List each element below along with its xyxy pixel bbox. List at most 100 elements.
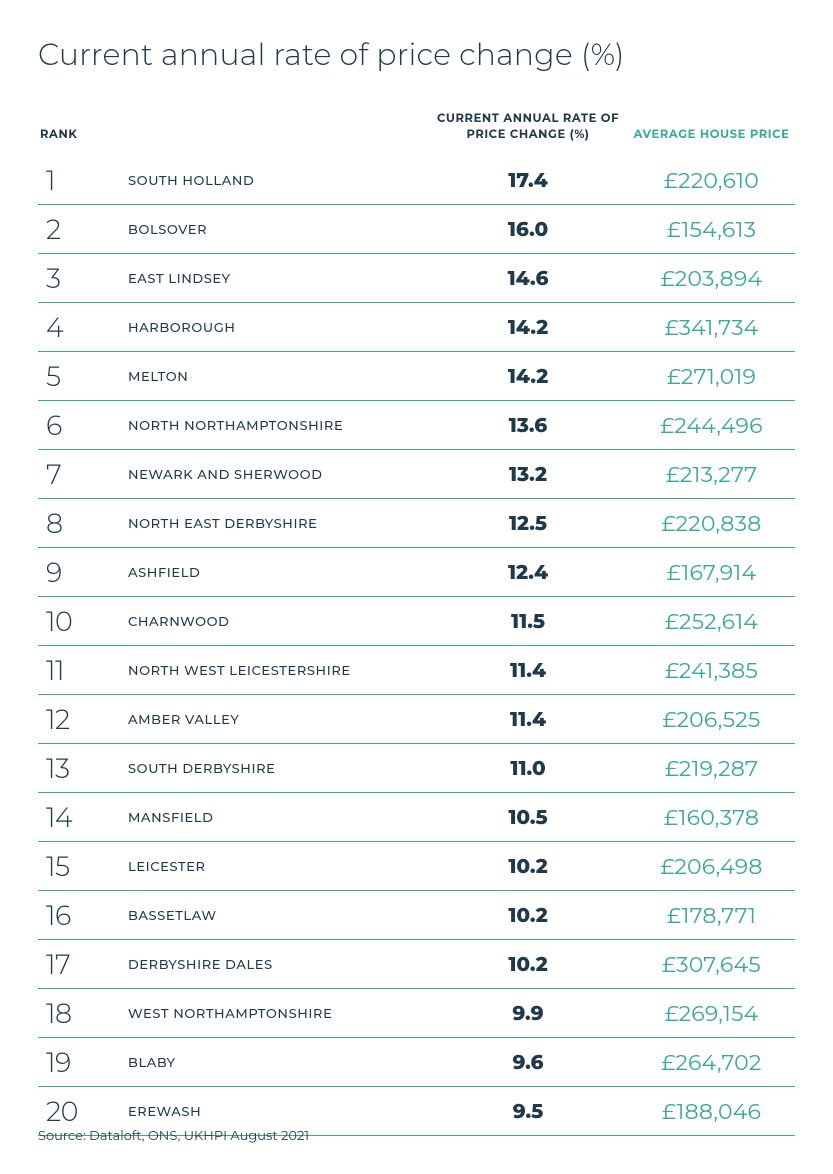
rank-cell: 15 [38,842,128,891]
area-cell: NORTH WEST LEICESTERSHIRE [128,646,428,695]
area-cell: WEST NORTHAMPTONSHIRE [128,989,428,1038]
table-row: 3EAST LINDSEY14.6£203,894 [38,254,795,303]
table-row: 19BLABY9.6£264,702 [38,1038,795,1087]
rank-cell: 2 [38,205,128,254]
rate-cell: 11.4 [428,695,628,744]
rank-cell: 9 [38,548,128,597]
rank-cell: 18 [38,989,128,1038]
page-title: Current annual rate of price change (%) [38,36,795,73]
rate-cell: 11.5 [428,597,628,646]
rank-cell: 1 [38,156,128,205]
price-cell: £160,378 [628,793,795,842]
price-cell: £219,287 [628,744,795,793]
rank-cell: 17 [38,940,128,989]
col-header-area [128,111,428,156]
rank-cell: 14 [38,793,128,842]
area-cell: BOLSOVER [128,205,428,254]
table-row: 14MANSFIELD10.5£160,378 [38,793,795,842]
rank-cell: 4 [38,303,128,352]
rate-cell: 10.2 [428,940,628,989]
area-cell: MANSFIELD [128,793,428,842]
table-row: 16BASSETLAW10.2£178,771 [38,891,795,940]
area-cell: DERBYSHIRE DALES [128,940,428,989]
table-row: 11NORTH WEST LEICESTERSHIRE11.4£241,385 [38,646,795,695]
table-row: 1SOUTH HOLLAND17.4£220,610 [38,156,795,205]
rate-cell: 9.6 [428,1038,628,1087]
rank-cell: 16 [38,891,128,940]
rate-cell: 14.6 [428,254,628,303]
rate-cell: 10.5 [428,793,628,842]
price-cell: £188,046 [628,1087,795,1136]
table-row: 9ASHFIELD12.4£167,914 [38,548,795,597]
price-cell: £178,771 [628,891,795,940]
rate-cell: 17.4 [428,156,628,205]
area-cell: HARBOROUGH [128,303,428,352]
price-cell: £206,498 [628,842,795,891]
price-cell: £271,019 [628,352,795,401]
price-cell: £220,610 [628,156,795,205]
table-row: 13SOUTH DERBYSHIRE11.0£219,287 [38,744,795,793]
rate-cell: 14.2 [428,352,628,401]
table-row: 15LEICESTER10.2£206,498 [38,842,795,891]
rank-cell: 7 [38,450,128,499]
price-cell: £213,277 [628,450,795,499]
rate-cell: 9.9 [428,989,628,1038]
price-cell: £220,838 [628,499,795,548]
col-header-price: AVERAGE HOUSE PRICE [628,111,795,156]
table-header-row: RANK CURRENT ANNUAL RATE OF PRICE CHANGE… [38,111,795,156]
rank-cell: 10 [38,597,128,646]
area-cell: SOUTH DERBYSHIRE [128,744,428,793]
rank-cell: 5 [38,352,128,401]
area-cell: SOUTH HOLLAND [128,156,428,205]
col-header-rank: RANK [38,111,128,156]
area-cell: LEICESTER [128,842,428,891]
rate-cell: 16.0 [428,205,628,254]
price-cell: £167,914 [628,548,795,597]
price-cell: £264,702 [628,1038,795,1087]
price-cell: £203,894 [628,254,795,303]
table-row: 6NORTH NORTHAMPTONSHIRE13.6£244,496 [38,401,795,450]
table-row: 18WEST NORTHAMPTONSHIRE9.9£269,154 [38,989,795,1038]
area-cell: MELTON [128,352,428,401]
table-row: 7NEWARK AND SHERWOOD13.2£213,277 [38,450,795,499]
price-cell: £307,645 [628,940,795,989]
price-cell: £241,385 [628,646,795,695]
table-row: 2BOLSOVER16.0£154,613 [38,205,795,254]
price-cell: £206,525 [628,695,795,744]
rank-cell: 11 [38,646,128,695]
area-cell: BLABY [128,1038,428,1087]
table-row: 8NORTH EAST DERBYSHIRE12.5£220,838 [38,499,795,548]
rate-cell: 14.2 [428,303,628,352]
area-cell: NEWARK AND SHERWOOD [128,450,428,499]
rate-cell: 11.4 [428,646,628,695]
price-cell: £269,154 [628,989,795,1038]
area-cell: ASHFIELD [128,548,428,597]
col-header-rate: CURRENT ANNUAL RATE OF PRICE CHANGE (%) [428,111,628,156]
area-cell: NORTH NORTHAMPTONSHIRE [128,401,428,450]
price-cell: £154,613 [628,205,795,254]
rate-cell: 9.5 [428,1087,628,1136]
rank-cell: 12 [38,695,128,744]
area-cell: EAST LINDSEY [128,254,428,303]
rank-cell: 6 [38,401,128,450]
rate-cell: 10.2 [428,842,628,891]
rank-cell: 19 [38,1038,128,1087]
area-cell: NORTH EAST DERBYSHIRE [128,499,428,548]
area-cell: AMBER VALLEY [128,695,428,744]
price-cell: £252,614 [628,597,795,646]
source-text: Source: Dataloft, ONS, UKHPI August 2021 [38,1128,309,1144]
area-cell: BASSETLAW [128,891,428,940]
price-cell: £341,734 [628,303,795,352]
rate-cell: 11.0 [428,744,628,793]
rank-cell: 13 [38,744,128,793]
table-row: 5MELTON14.2£271,019 [38,352,795,401]
rate-cell: 13.6 [428,401,628,450]
table-row: 4HARBOROUGH14.2£341,734 [38,303,795,352]
rank-cell: 8 [38,499,128,548]
rate-cell: 13.2 [428,450,628,499]
table-row: 17DERBYSHIRE DALES10.2£307,645 [38,940,795,989]
table-row: 12AMBER VALLEY11.4£206,525 [38,695,795,744]
rank-cell: 3 [38,254,128,303]
rate-cell: 10.2 [428,891,628,940]
area-cell: CHARNWOOD [128,597,428,646]
